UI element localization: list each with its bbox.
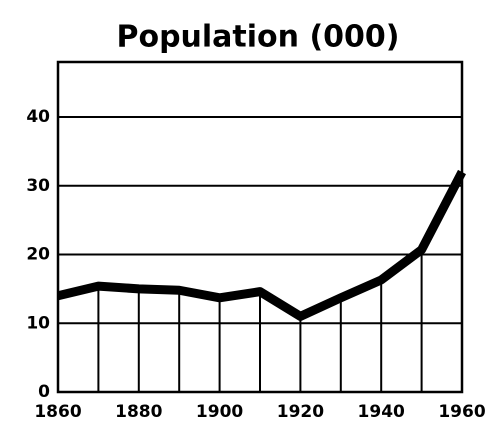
y-tick-label: 20 — [26, 245, 50, 265]
x-tick-label: 1860 — [34, 402, 81, 422]
x-tick-label: 1900 — [196, 402, 243, 422]
chart-title: Population (000) — [116, 20, 399, 55]
y-tick-label: 10 — [26, 313, 50, 333]
data-line — [56, 169, 466, 321]
x-tick-label: 1940 — [358, 402, 405, 422]
x-tick-label: 1880 — [115, 402, 162, 422]
y-tick-label: 0 — [38, 382, 50, 402]
y-tick-label: 40 — [26, 107, 50, 127]
y-tick-label: 30 — [26, 176, 50, 196]
x-tick-label: 1920 — [277, 402, 324, 422]
x-tick-label: 1960 — [438, 402, 485, 422]
